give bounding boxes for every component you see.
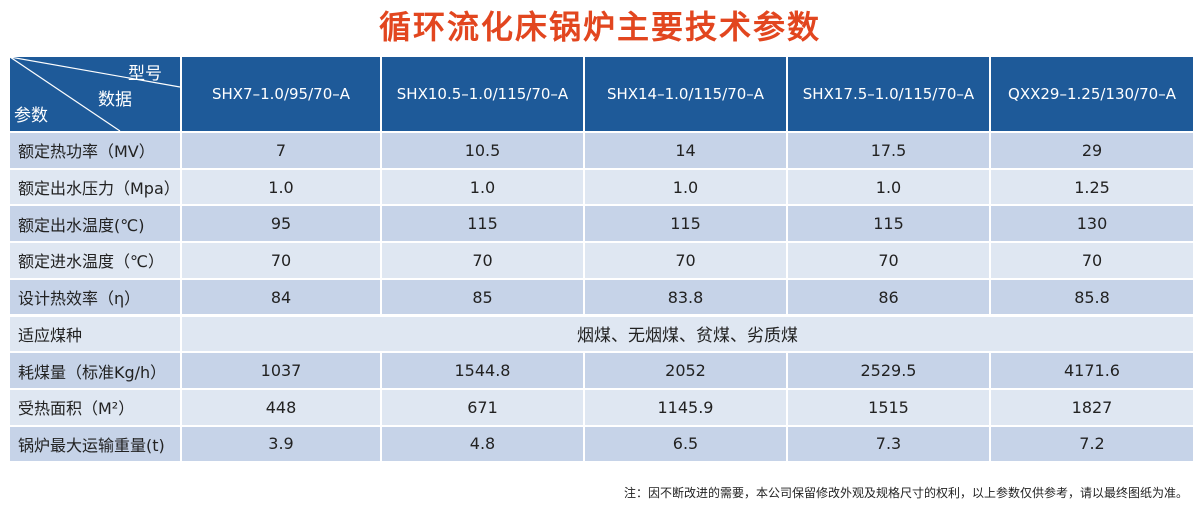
- cell: 448: [182, 389, 382, 427]
- cell: 1145.9: [585, 389, 788, 427]
- cell: 85.8: [991, 279, 1195, 317]
- row-label: 额定出水压力（Mpa）: [10, 169, 182, 207]
- cell: 29: [991, 133, 1195, 170]
- cell: 6.5: [585, 426, 788, 464]
- corner-cell: 型号数据参数: [10, 57, 182, 133]
- row-label: 设计热效率（η）: [10, 279, 182, 317]
- corner-label: 参数: [14, 106, 48, 126]
- cell: 1827: [991, 389, 1195, 427]
- row-label: 受热面积（M²）: [10, 389, 182, 427]
- row-label: 额定热功率（MV）: [10, 133, 182, 170]
- column-header: SHX17.5–1.0/115/70–A: [788, 57, 991, 133]
- cell: 1.0: [182, 169, 382, 207]
- row-label: 额定进水温度（℃）: [10, 243, 182, 280]
- cell: 10.5: [382, 133, 585, 170]
- cell: 3.9: [182, 426, 382, 464]
- column-header: SHX10.5–1.0/115/70–A: [382, 57, 585, 133]
- cell: 1515: [788, 389, 991, 427]
- note: 注：因不断改进的需要，本公司保留修改外观及规格尺寸的权利，以上参数仅供参考，请以…: [623, 486, 1188, 500]
- cell: 7.2: [991, 426, 1195, 464]
- cell: 4.8: [382, 426, 585, 464]
- cell: 85: [382, 279, 585, 317]
- row-label: 额定出水温度(℃): [10, 206, 182, 244]
- column-header: QXX29–1.25/130/70–A: [991, 57, 1195, 133]
- cell: 2052: [585, 353, 788, 390]
- cell: 17.5: [788, 133, 991, 170]
- row-label: 锅炉最大运输重量(t): [10, 426, 182, 464]
- diagonals: [10, 57, 180, 131]
- cell: 84: [182, 279, 382, 317]
- cell: 115: [382, 206, 585, 244]
- cell: 1037: [182, 353, 382, 390]
- cell: 14: [585, 133, 788, 170]
- corner-label: 数据: [98, 90, 132, 110]
- corner-label: 型号: [128, 64, 162, 84]
- cell: 1.25: [991, 169, 1195, 207]
- cell: 1544.8: [382, 353, 585, 390]
- cell: 2529.5: [788, 353, 991, 390]
- cell: 1.0: [382, 169, 585, 207]
- cell: 1.0: [788, 169, 991, 207]
- row-label: 耗煤量（标准Kg/h）: [10, 353, 182, 390]
- cell: 70: [788, 243, 991, 280]
- title: 循环流化床锅炉主要技术参数: [378, 8, 821, 46]
- cell: 70: [585, 243, 788, 280]
- cell: 115: [788, 206, 991, 244]
- merged-cell: 烟煤、无烟煤、贫煤、劣质煤: [182, 316, 1195, 354]
- cell: 4171.6: [991, 353, 1195, 390]
- cell: 95: [182, 206, 382, 244]
- row-label: 适应煤种: [10, 316, 182, 354]
- cell: 70: [182, 243, 382, 280]
- cell: 7.3: [788, 426, 991, 464]
- cell: 115: [585, 206, 788, 244]
- cell: 130: [991, 206, 1195, 244]
- cell: 671: [382, 389, 585, 427]
- column-header: SHX14–1.0/115/70–A: [585, 57, 788, 133]
- cell: 86: [788, 279, 991, 317]
- column-header: SHX7–1.0/95/70–A: [182, 57, 382, 133]
- cell: 83.8: [585, 279, 788, 317]
- cell: 7: [182, 133, 382, 170]
- cell: 70: [382, 243, 585, 280]
- cell: 1.0: [585, 169, 788, 207]
- cell: 70: [991, 243, 1195, 280]
